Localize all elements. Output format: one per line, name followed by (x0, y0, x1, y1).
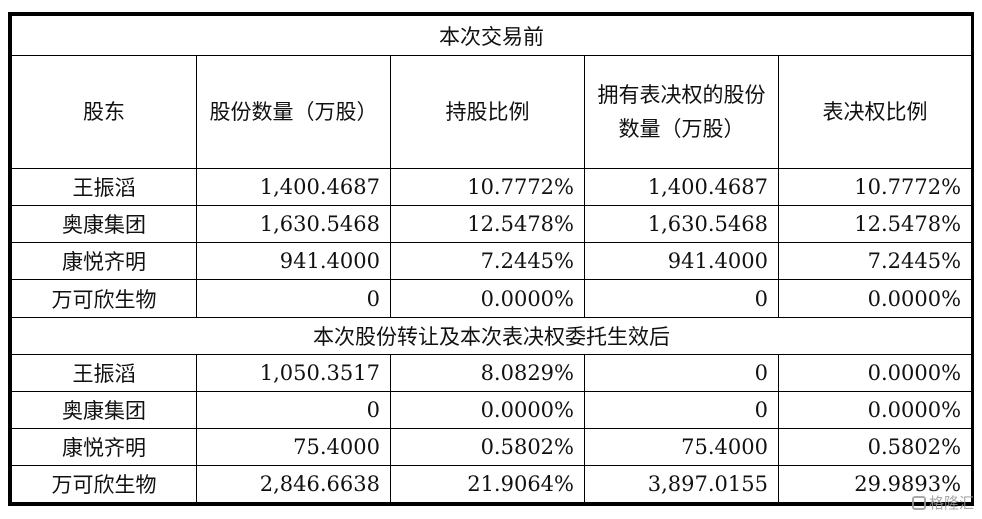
voting-shares-value: 0 (584, 353, 779, 392)
ratio-value: 0.0000% (390, 390, 585, 429)
header-shareholder: 股东 (11, 55, 197, 170)
table-row: 康悦齐明 941.4000 7.2445% 941.4000 7.2445% (11, 242, 973, 281)
shares-value: 1,050.3517 (196, 353, 391, 392)
column-header-row: 股东 股份数量（万股） 持股比例 拥有表决权的股份数量（万股） 表决权比例 (11, 55, 973, 170)
ratio-value: 0.5802% (390, 427, 585, 466)
voting-shares-value: 1,400.4687 (584, 168, 779, 207)
shareholder-name: 奥康集团 (11, 205, 197, 244)
ratio-value: 0.0000% (390, 279, 585, 318)
table-row: 万可欣生物 2,846.6638 21.9064% 3,897.0155 29.… (11, 464, 973, 504)
voting-shares-value: 3,897.0155 (584, 464, 779, 504)
voting-ratio-value: 29.9893% (777, 464, 973, 504)
shares-value: 2,846.6638 (196, 464, 391, 504)
ratio-value: 8.0829% (390, 353, 585, 392)
gelonghui-logo-icon (911, 495, 926, 510)
shareholder-name: 王振滔 (11, 353, 197, 392)
header-shares: 股份数量（万股） (196, 55, 391, 170)
shareholder-name: 万可欣生物 (11, 279, 197, 318)
shares-value: 1,630.5468 (196, 205, 391, 244)
header-voting-shares: 拥有表决权的股份数量（万股） (584, 55, 779, 170)
shareholder-name: 万可欣生物 (11, 464, 197, 504)
ratio-value: 7.2445% (390, 242, 585, 281)
voting-ratio-value: 0.0000% (777, 279, 973, 318)
voting-shares-value: 1,630.5468 (584, 205, 779, 244)
header-voting-ratio: 表决权比例 (777, 55, 973, 170)
voting-ratio-value: 0.0000% (777, 390, 973, 429)
shareholding-table-container: 本次交易前 股东 股份数量（万股） 持股比例 拥有表决权的股份数量（万股） 表决… (8, 12, 974, 506)
ratio-value: 12.5478% (390, 205, 585, 244)
section-header-row: 本次交易前 (10, 14, 973, 57)
section-before-title: 本次交易前 (10, 14, 973, 57)
shares-value: 0 (196, 390, 391, 429)
shareholder-name: 康悦齐明 (11, 242, 197, 281)
voting-shares-value: 0 (584, 390, 779, 429)
shareholder-name: 王振滔 (11, 168, 197, 207)
voting-shares-value: 941.4000 (584, 242, 779, 281)
table-row: 康悦齐明 75.4000 0.5802% 75.4000 0.5802% (11, 427, 973, 466)
table-row: 奥康集团 0 0.0000% 0 0.0000% (11, 390, 973, 429)
voting-shares-value: 75.4000 (584, 427, 779, 466)
shareholder-name: 康悦齐明 (11, 427, 197, 466)
shares-value: 75.4000 (196, 427, 391, 466)
section-after-title: 本次股份转让及本次表决权委托生效后 (10, 316, 973, 355)
shareholder-name: 奥康集团 (11, 390, 197, 429)
header-ratio: 持股比例 (390, 55, 585, 170)
ratio-value: 10.7772% (390, 168, 585, 207)
shares-value: 941.4000 (196, 242, 391, 281)
shareholding-table: 本次交易前 股东 股份数量（万股） 持股比例 拥有表决权的股份数量（万股） 表决… (10, 14, 973, 504)
voting-ratio-value: 10.7772% (777, 168, 973, 207)
voting-ratio-value: 12.5478% (777, 205, 973, 244)
shares-value: 0 (196, 279, 391, 318)
watermark-text: 格隆汇 (928, 494, 974, 512)
voting-shares-value: 0 (584, 279, 779, 318)
voting-ratio-value: 0.0000% (777, 353, 973, 392)
shares-value: 1,400.4687 (196, 168, 391, 207)
table-row: 王振滔 1,050.3517 8.0829% 0 0.0000% (11, 353, 973, 392)
table-row: 王振滔 1,400.4687 10.7772% 1,400.4687 10.77… (11, 168, 973, 207)
watermark: 格隆汇 (911, 492, 974, 513)
table-row: 奥康集团 1,630.5468 12.5478% 1,630.5468 12.5… (11, 205, 973, 244)
voting-ratio-value: 7.2445% (777, 242, 973, 281)
ratio-value: 21.9064% (390, 464, 585, 504)
section-header-row: 本次股份转让及本次表决权委托生效后 (10, 316, 973, 355)
table-row: 万可欣生物 0 0.0000% 0 0.0000% (11, 279, 973, 318)
voting-ratio-value: 0.5802% (777, 427, 973, 466)
